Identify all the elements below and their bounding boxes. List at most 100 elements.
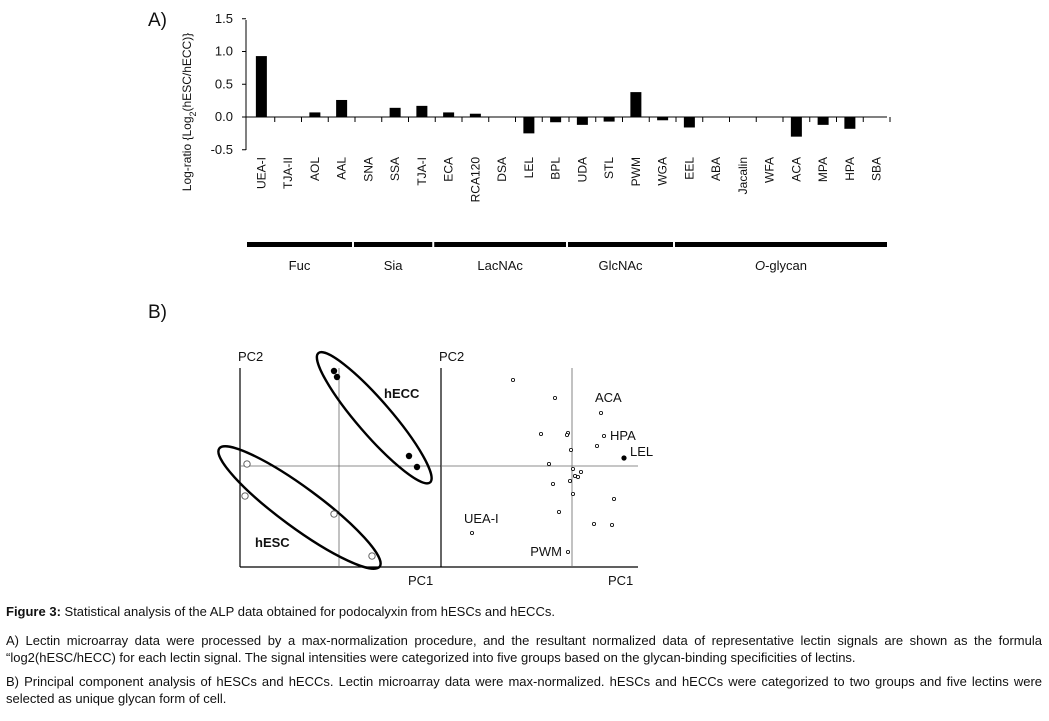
loading-point: [566, 550, 571, 555]
category-label: SBA: [870, 157, 884, 181]
figure-caption: Figure 3: Statistical analysis of the AL…: [6, 603, 1042, 714]
loading-point: [576, 474, 581, 479]
loading-point: [602, 433, 607, 438]
category-label: RCA120: [468, 157, 482, 203]
score-point-open: [330, 510, 338, 518]
loading-point-label: PWM: [530, 544, 562, 559]
category-label: HPA: [843, 157, 857, 181]
group-bracket: [434, 242, 566, 247]
loading-point: [565, 432, 570, 437]
bar: [469, 113, 481, 117]
category-label: SSA: [388, 157, 402, 181]
group-label: Sia: [384, 258, 404, 273]
group-label: GlcNAc: [598, 258, 643, 273]
bar: [336, 99, 348, 117]
category-label: BPL: [549, 157, 563, 180]
category-label: SNA: [361, 157, 375, 182]
y-label-subscript: 2: [188, 111, 198, 116]
category-label: Jacalin: [736, 157, 750, 194]
bar: [683, 117, 695, 128]
category-label: DSA: [495, 157, 509, 182]
loading-point: [568, 478, 573, 483]
y-tick-label: 0.0: [215, 109, 233, 124]
score-point-open: [243, 460, 251, 468]
caption-title-text: Statistical analysis of the ALP data obt…: [60, 604, 555, 619]
bar: [443, 112, 455, 117]
loading-point: [599, 410, 604, 415]
bar: [309, 112, 321, 117]
bar: [790, 117, 802, 137]
y-axis-label: PC2: [439, 349, 464, 364]
category-label: ABA: [709, 157, 723, 181]
caption-paragraph-b: B) Principal component analysis of hESCs…: [6, 674, 1042, 706]
x-axis-label: PC1: [608, 573, 633, 588]
loading-point: [569, 447, 574, 452]
group-label-italic-prefix: O: [755, 258, 765, 273]
loading-point-label: HPA: [610, 428, 636, 443]
y-tick-label: 0.5: [215, 76, 233, 91]
group-label: LacNAc: [477, 258, 523, 273]
bar: [576, 117, 588, 125]
group-bracket: [568, 242, 673, 247]
figure-canvas: A) Log-ratio {Log2(hESC/hECC)} 1.5 1.0 0.5…: [148, 10, 891, 588]
loading-point: [557, 509, 562, 514]
y-tick-label: 1.5: [215, 11, 233, 26]
panel-a-label: A): [148, 10, 167, 31]
group-label: hESC: [255, 535, 290, 550]
loading-point: [539, 431, 544, 436]
category-label: ECA: [442, 157, 456, 182]
loading-point: [595, 443, 600, 448]
bar: [523, 117, 535, 134]
bar-chart: Log-ratio {Log2(hESC/hECC)} 1.5 1.0 0.5 0.0…: [180, 11, 891, 273]
loading-point: [610, 523, 615, 528]
category-label: TJA-II: [281, 157, 295, 189]
loading-point: [469, 531, 474, 536]
category-label: LEL: [522, 157, 536, 179]
bar: [416, 105, 428, 117]
panel-b-label: B): [148, 302, 167, 323]
loading-point: [571, 466, 576, 471]
score-point-open: [368, 552, 376, 560]
category-label: TJA-I: [415, 157, 429, 186]
caption-paragraph-a: A) Lectin microarray data were processed…: [6, 633, 1042, 665]
bar: [255, 56, 267, 117]
bar: [389, 107, 401, 117]
loading-point: [592, 522, 597, 527]
loading-point-label: UEA-I: [464, 511, 499, 526]
category-label: STL: [602, 157, 616, 179]
x-axis-label: PC1: [408, 573, 433, 588]
category-label: PWM: [629, 157, 643, 186]
group-bracket: [247, 242, 352, 247]
group-ellipse: [315, 350, 433, 485]
loading-point: [553, 395, 558, 400]
bar: [817, 117, 829, 125]
score-point-filled: [333, 373, 341, 381]
category-label: MPA: [816, 157, 830, 182]
group-bracket: [675, 242, 887, 247]
bar-chart-y-axis-label: Log-ratio {Log2(hESC/hECC)}: [180, 33, 198, 191]
category-label: EEL: [682, 157, 696, 180]
caption-title: Figure 3: Statistical analysis of the AL…: [6, 603, 1042, 620]
group-label: hECC: [384, 386, 420, 401]
group-bracket: [354, 242, 433, 247]
loading-point: [612, 496, 617, 501]
bar: [550, 117, 562, 123]
y-label-part-2: (hESC/hECC)}: [180, 33, 194, 112]
score-point-filled: [413, 463, 421, 471]
group-ellipse: [217, 445, 382, 570]
score-point-filled: [405, 452, 413, 460]
category-label: WFA: [763, 157, 777, 183]
loading-point: [621, 455, 627, 461]
loading-point: [547, 461, 552, 466]
group-label: O-glycan: [755, 258, 807, 273]
group-label: Fuc: [289, 258, 311, 273]
loading-point: [571, 491, 576, 496]
bar: [630, 92, 642, 117]
loading-point-label: LEL: [630, 444, 653, 459]
bar: [657, 117, 669, 121]
category-label: WGA: [656, 157, 670, 186]
category-label: AAL: [335, 157, 349, 180]
y-tick-label: 1.0: [215, 44, 233, 59]
score-point-open: [241, 492, 249, 500]
